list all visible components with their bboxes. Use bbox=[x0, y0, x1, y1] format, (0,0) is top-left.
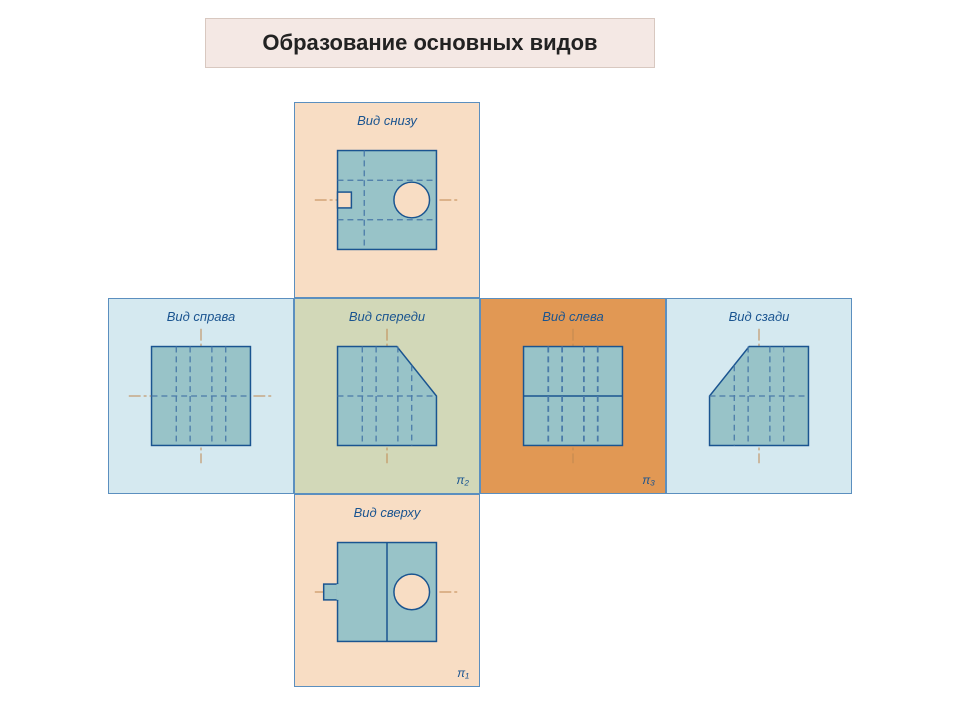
label-back-view: Вид сзади bbox=[667, 309, 851, 324]
panel-top-view: Вид сверху π₁ bbox=[294, 494, 480, 687]
plane-pi2: π₂ bbox=[456, 473, 469, 487]
label-right-view: Вид справа bbox=[109, 309, 293, 324]
panel-front-view: Вид спереди π₂ bbox=[294, 298, 480, 494]
drawing-bottom-view bbox=[295, 103, 479, 297]
panel-right-view: Вид справа bbox=[108, 298, 294, 494]
projection-grid: Вид снизу Вид справа bbox=[108, 102, 852, 687]
drawing-left-view bbox=[481, 299, 665, 493]
label-top-view: Вид сверху bbox=[295, 505, 479, 520]
drawing-front-view bbox=[295, 299, 479, 493]
panel-back-view: Вид сзади bbox=[666, 298, 852, 494]
plane-pi1: π₁ bbox=[457, 666, 469, 680]
drawing-back-view bbox=[667, 299, 851, 493]
plane-pi3: π₃ bbox=[642, 473, 655, 487]
label-left-view: Вид слева bbox=[481, 309, 665, 324]
page-title: Образование основных видов bbox=[205, 18, 655, 68]
drawing-right-view bbox=[109, 299, 293, 493]
drawing-top-view bbox=[295, 495, 479, 686]
label-front-view: Вид спереди bbox=[295, 309, 479, 324]
panel-left-view: Вид слева π₃ bbox=[480, 298, 666, 494]
label-bottom-view: Вид снизу bbox=[295, 113, 479, 128]
panel-bottom-view: Вид снизу bbox=[294, 102, 480, 298]
